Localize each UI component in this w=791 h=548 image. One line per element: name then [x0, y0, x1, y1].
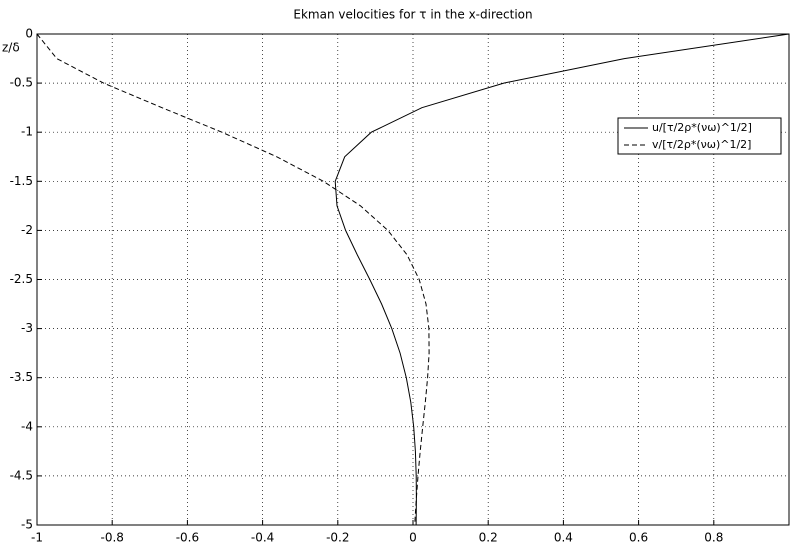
y-tick-label: -3 — [21, 321, 33, 335]
y-tick-label: -1 — [21, 125, 33, 139]
y-tick-label: 0 — [25, 27, 33, 41]
x-tick-label: 0.2 — [479, 531, 498, 545]
x-tick-label: -0.2 — [326, 531, 349, 545]
legend-box — [617, 117, 782, 155]
y-axis-label: z/δ — [2, 41, 20, 55]
chart-title: Ekman velocities for τ in the x-directio… — [293, 8, 532, 22]
y-tick-label: -2 — [21, 223, 33, 237]
x-tick-label: 0.4 — [554, 531, 573, 545]
y-tick-label: -1.5 — [10, 174, 33, 188]
series-line — [334, 33, 790, 526]
x-tick-label: 0 — [409, 531, 417, 545]
y-tick-label: -4.5 — [10, 468, 33, 482]
x-tick-label: -0.4 — [251, 531, 274, 545]
x-tick-label: -0.6 — [176, 531, 199, 545]
series-line — [36, 33, 430, 526]
y-tick-label: -0.5 — [10, 76, 33, 90]
x-tick-label: 0.8 — [704, 531, 723, 545]
x-tick-label: 0.6 — [629, 531, 648, 545]
y-tick-label: -5 — [21, 518, 33, 532]
legend-label: v/[τ/2ρ*(νω)^1/2] — [652, 138, 751, 151]
legend-label: u/[τ/2ρ*(νω)^1/2] — [652, 121, 752, 134]
x-tick-label: -1 — [31, 531, 43, 545]
y-tick-label: -3.5 — [10, 370, 33, 384]
y-tick-label: -2.5 — [10, 272, 33, 286]
y-tick-label: -4 — [21, 419, 33, 433]
x-tick-label: -0.8 — [100, 531, 123, 545]
